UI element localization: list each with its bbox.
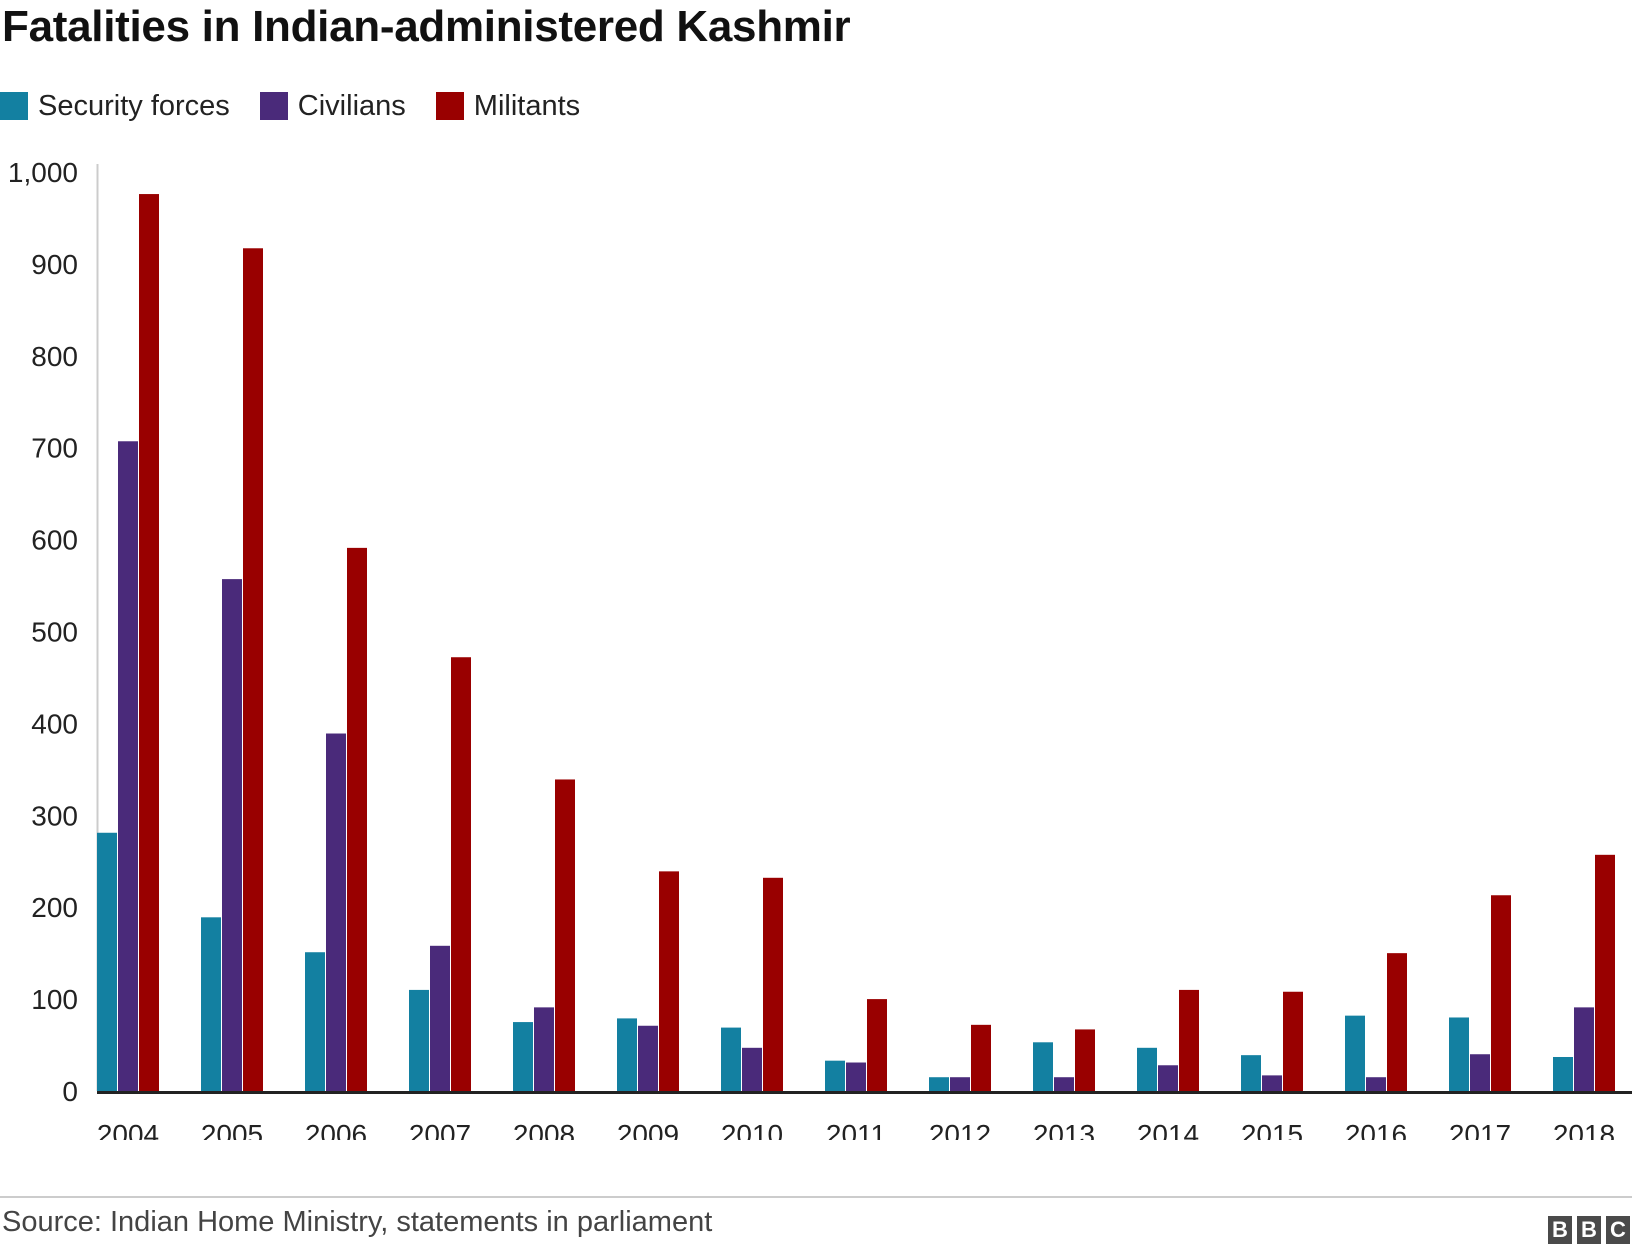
bar-security-forces [617,1018,637,1091]
legend-swatch-security-forces [0,92,28,120]
bar-militants [555,779,575,1091]
bar-civilians [1158,1065,1178,1091]
footer-divider [0,1196,1632,1198]
x-tick-label: 2017 [1449,1119,1511,1140]
bar-security-forces [201,917,221,1091]
y-tick-label: 0 [62,1076,78,1107]
bar-civilians [638,1025,658,1091]
bar-security-forces [1345,1015,1365,1091]
bar-militants [1595,854,1615,1091]
bar-security-forces [1137,1047,1157,1091]
bar-security-forces [1241,1055,1261,1091]
bar-chart: 0 100 200 300 400 500 600 700 800 900 1,000 2004 200… [8,157,1632,1140]
source-note: Source: Indian Home Ministry, statements… [2,1206,713,1238]
y-tick-label: 600 [31,525,78,556]
x-tick-label: 2009 [617,1119,679,1140]
bar-militants [1075,1029,1095,1091]
bar-civilians [222,579,242,1091]
bar-civilians [118,441,138,1092]
x-tick-label: 2008 [513,1119,575,1140]
legend-item-civilians: Civilians [259,89,406,123]
bar-civilians [534,1007,554,1091]
bbc-logo-block: B [1577,1216,1601,1244]
bar-civilians [1470,1054,1490,1091]
bar-civilians [326,733,346,1091]
bar-civilians [1262,1075,1282,1091]
y-tick-label: 100 [31,984,78,1015]
legend-swatch-civilians [259,92,288,120]
x-tick-label: 2013 [1033,1119,1095,1140]
y-tick-label: 500 [31,617,78,648]
bar-security-forces [305,952,325,1091]
y-tick-label: 400 [31,708,78,739]
bar-militants [1179,989,1199,1091]
x-tick-label: 2006 [305,1119,367,1140]
bar-civilians [430,945,450,1091]
bar-civilians [1054,1077,1074,1091]
bar-security-forces [513,1022,533,1091]
x-tick-label: 2004 [97,1119,159,1140]
legend-label-militants: Militants [473,89,581,122]
x-tick-label: 2014 [1137,1119,1199,1140]
legend-swatch-militants [435,92,464,120]
bar-civilians [950,1077,970,1091]
bar-civilians [1366,1077,1386,1091]
bar-civilians [742,1047,762,1091]
bar-security-forces [97,832,117,1091]
x-tick-label: 2015 [1241,1119,1303,1140]
bar-security-forces [1553,1056,1573,1091]
bar-security-forces [409,989,429,1091]
x-tick-label: 2018 [1553,1119,1615,1140]
x-tick-label: 2010 [721,1119,783,1140]
bar-militants [451,657,471,1091]
x-tick-label: 2016 [1345,1119,1407,1140]
bar-militants [1491,895,1511,1091]
bbc-logo-block: B [1548,1216,1572,1244]
x-tick-label: 2005 [201,1119,263,1140]
y-tick-label: 300 [31,800,78,831]
bar-security-forces [1449,1017,1469,1091]
legend-label-civilians: Civilians [297,89,406,122]
bar-militants [139,194,159,1091]
bbc-logo-block: C [1606,1216,1630,1244]
bar-security-forces [1033,1042,1053,1091]
legend-item-security-forces: Security forces [0,90,230,123]
bar-militants [1283,991,1303,1091]
y-tick-label: 900 [31,249,78,280]
y-tick-label: 800 [31,341,78,372]
legend-item-militants: Militants [435,89,581,123]
legend-label-security-forces: Security forces [38,89,230,122]
bar-militants [243,248,263,1092]
bar-militants [763,877,783,1091]
x-tick-label: 2007 [409,1119,471,1140]
bar-security-forces [929,1077,949,1091]
bar-militants [1387,953,1407,1091]
x-tick-label: 2012 [929,1119,991,1140]
bar-militants [347,547,367,1091]
bbc-logo: B B C [1543,1216,1630,1244]
y-tick-label: 200 [31,892,78,923]
bar-militants [971,1024,991,1091]
bar-militants [659,871,679,1091]
y-tick-label: 1,000 [8,157,78,188]
bar-civilians [1574,1007,1594,1091]
chart-title: Fatalities in Indian-administered Kashmi… [2,2,851,51]
bar-militants [867,999,887,1091]
y-tick-label: 700 [31,433,78,464]
bar-civilians [846,1062,866,1091]
legend: Security forces Civilians Militants [0,88,610,124]
x-tick-label: 2011 [826,1119,886,1140]
bar-security-forces [825,1060,845,1091]
bar-security-forces [721,1027,741,1091]
